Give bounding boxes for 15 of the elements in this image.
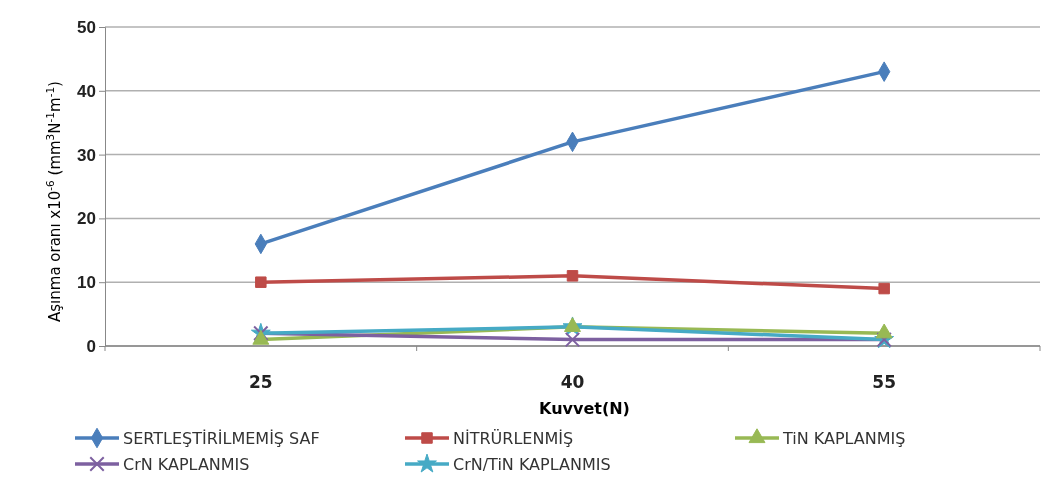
legend-label: TiN KAPLANMIŞ [782,429,906,448]
y-tick-label: 20 [77,209,96,229]
legend-label: SERTLEŞTİRİLMEMİŞ SAF [123,429,320,448]
y-tick-label: 40 [77,81,96,101]
x-tick-label: 55 [872,372,896,392]
x-axis-title: Kuvvet(N) [539,399,630,418]
legend-label: CrN KAPLANMIS [123,455,250,474]
legend-label: NİTRÜRLENMİŞ [453,429,574,448]
legend-label: CrN/TiN KAPLANMIS [453,455,611,474]
y-tick-label: 0 [86,336,96,356]
x-tick-label: 40 [560,372,585,392]
y-tick-label: 10 [77,273,96,293]
x-tick-label: 25 [249,372,273,392]
y-tick-label: 50 [77,17,96,37]
y-tick-label: 30 [77,145,96,165]
